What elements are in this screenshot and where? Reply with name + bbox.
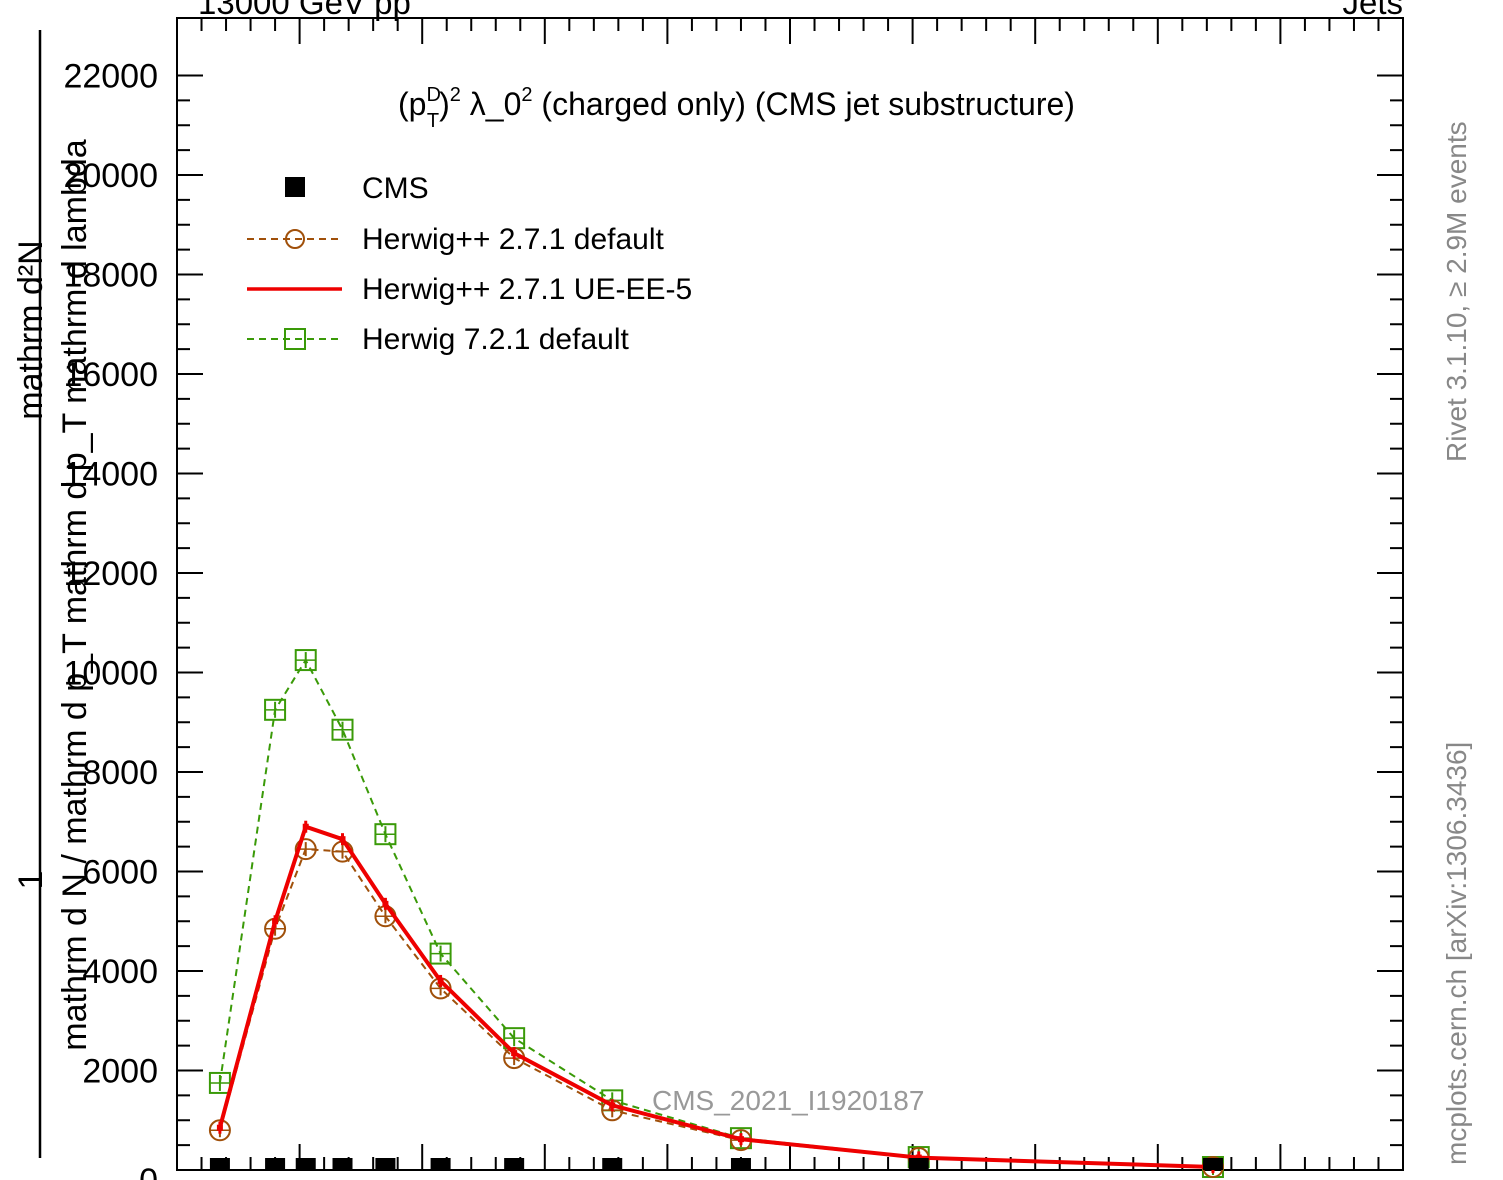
y-tick-label: 10000 xyxy=(63,655,158,693)
legend-marker-cms xyxy=(285,177,305,197)
data-point xyxy=(504,1158,525,1170)
y-tick-label: 4000 xyxy=(82,953,158,991)
y-axis-label-numerator: mathrm d²N xyxy=(12,240,50,419)
y-axis-label: mathrm d²N 1 mathrm d N / mathrm d p_T m… xyxy=(12,30,94,1158)
legend-marker-herwigpp-default xyxy=(285,229,305,249)
data-point xyxy=(430,1158,451,1170)
y-tick-label: 0 xyxy=(139,1162,158,1180)
legend-label-herwigpp-ueee5: Herwig++ 2.7.1 UE-EE-5 xyxy=(362,273,692,306)
data-point xyxy=(382,900,389,907)
y-axis-label-one: 1 xyxy=(12,871,50,890)
y-tick-label: 18000 xyxy=(63,257,158,295)
header-left-title: 13000 GeV pp xyxy=(198,0,411,21)
plot-frame xyxy=(176,17,1404,1171)
data-point xyxy=(602,1158,623,1170)
series-2 xyxy=(216,820,1216,1174)
data-point xyxy=(294,838,317,861)
data-point xyxy=(908,1158,929,1170)
data-point xyxy=(915,1154,922,1161)
legend-marker-herwig7 xyxy=(284,328,306,350)
series-1 xyxy=(208,838,1224,1179)
data-point xyxy=(294,649,317,672)
analysis-label: CMS_2021_I1920187 xyxy=(652,1085,924,1116)
data-point xyxy=(437,977,444,984)
data-point xyxy=(302,823,309,830)
series-0 xyxy=(209,1158,1223,1170)
y-axis-ticks xyxy=(177,74,1403,1171)
data-point xyxy=(609,1102,616,1109)
legend-label-herwig7: Herwig 7.2.1 default xyxy=(362,323,629,356)
y-tick-label: 20000 xyxy=(63,157,158,195)
legend-label-cms: CMS xyxy=(362,172,429,205)
mcplots-text: mcplots.cern.ch [arXiv:1306.3436] xyxy=(1441,742,1472,1165)
data-point xyxy=(374,823,397,846)
data-point xyxy=(332,1158,353,1170)
y-tick-label: 12000 xyxy=(63,555,158,593)
y-tick-label: 8000 xyxy=(82,754,158,792)
y-tick-label: 16000 xyxy=(63,356,158,394)
legend: CMS Herwig++ 2.7.1 default Herwig++ 2.7.… xyxy=(247,172,692,356)
y-axis-tick-labels: 2000 4000 6000 8000 10000 12000 14000 16000 1800… xyxy=(63,58,158,1180)
series-layer xyxy=(208,649,1224,1179)
header-right-title: Jets xyxy=(1342,0,1403,21)
data-point xyxy=(216,1124,223,1131)
y-tick-label: 14000 xyxy=(63,456,158,494)
rivet-version-text: Rivet 3.1.10, ≥ 2.9M events xyxy=(1441,121,1472,462)
data-point xyxy=(1202,1158,1223,1170)
plot-title: (pD T)2 λ_02 (charged only) (CMS jet subs… xyxy=(398,84,1075,132)
data-point xyxy=(429,942,452,965)
data-point xyxy=(265,1158,286,1170)
data-point xyxy=(331,718,354,741)
data-point xyxy=(730,1158,751,1170)
y-tick-label: 2000 xyxy=(82,1053,158,1091)
data-point xyxy=(209,1158,230,1170)
legend-label-herwigpp-default: Herwig++ 2.7.1 default xyxy=(362,223,665,256)
data-point xyxy=(264,698,287,721)
y-tick-label: 22000 xyxy=(63,58,158,96)
y-axis-label-denominator: mathrm d N / mathrm d p_T mathrm d p_T m… xyxy=(56,139,94,1050)
y-tick-label: 6000 xyxy=(82,854,158,892)
series-line xyxy=(218,848,1214,1168)
data-point xyxy=(272,918,279,925)
data-point xyxy=(511,1050,518,1057)
data-point xyxy=(295,1158,316,1170)
data-point xyxy=(737,1136,744,1143)
data-point xyxy=(375,1158,396,1170)
data-point xyxy=(339,836,346,843)
